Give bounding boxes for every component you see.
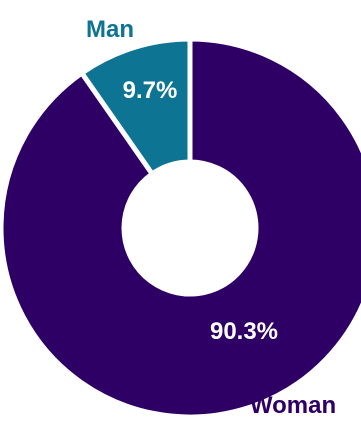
category-labels: Woman Man <box>86 16 336 419</box>
donut-slices <box>0 36 361 420</box>
value-labels: 90.3% 9.7% <box>123 77 278 345</box>
slice-woman <box>0 36 361 420</box>
category-label-man: Man <box>86 16 134 43</box>
value-label-woman: 90.3% <box>210 318 278 345</box>
slice-man <box>78 36 193 178</box>
category-label-woman: Woman <box>250 392 336 419</box>
value-label-man: 9.7% <box>123 77 178 104</box>
